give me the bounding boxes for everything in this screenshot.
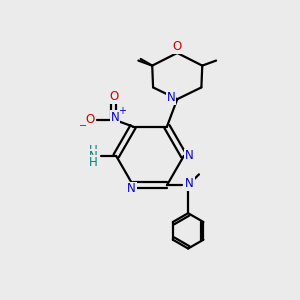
Text: H: H — [89, 156, 98, 169]
Text: N: N — [185, 149, 194, 162]
Text: H: H — [89, 144, 98, 157]
Text: O: O — [172, 40, 182, 53]
Text: N: N — [127, 182, 136, 195]
Text: O: O — [109, 90, 118, 103]
Text: N: N — [167, 91, 176, 104]
Text: −: − — [79, 121, 87, 131]
Text: N: N — [89, 150, 98, 163]
Text: N: N — [111, 111, 119, 124]
Text: N: N — [185, 177, 194, 190]
Text: O: O — [85, 113, 95, 126]
Text: +: + — [118, 106, 126, 116]
